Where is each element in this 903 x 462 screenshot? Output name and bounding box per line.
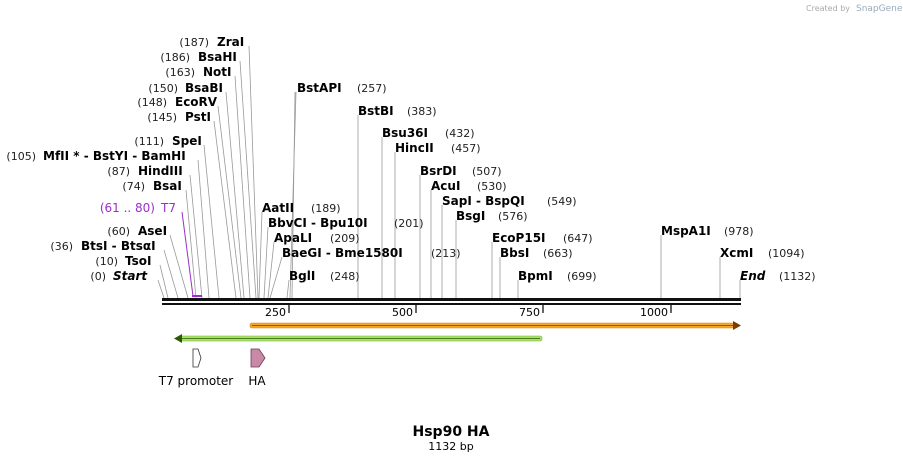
site-name[interactable]: AcuI bbox=[431, 179, 460, 193]
credit-prefix: Created by bbox=[806, 4, 850, 13]
orf-reverse-arrow[interactable] bbox=[174, 334, 543, 343]
site-pos: (1094) bbox=[768, 247, 805, 260]
site-pos: (111) bbox=[134, 135, 164, 148]
site-name[interactable]: PstI bbox=[185, 110, 211, 124]
site-name[interactable]: AatII bbox=[262, 201, 294, 215]
site-labels-left: (187) ZraI (186) BsaHI (163) NotI (150) … bbox=[6, 35, 244, 283]
scale-tick-label: 500 bbox=[392, 306, 413, 319]
site-pos: (148) bbox=[137, 96, 167, 109]
scale-tick-label: 250 bbox=[265, 306, 286, 319]
site-pos: (0) bbox=[90, 270, 106, 283]
site-name[interactable]: BstAPI bbox=[297, 81, 342, 95]
site-name[interactable]: XcmI bbox=[720, 246, 753, 260]
site-name[interactable]: MfII * - BstYI - BamHI bbox=[43, 149, 186, 163]
site-name[interactable]: HindIII bbox=[138, 164, 183, 178]
site-pos: (978) bbox=[724, 225, 754, 238]
feature-t7-promoter[interactable] bbox=[192, 348, 202, 368]
site-name[interactable]: HincII bbox=[395, 141, 434, 155]
site-pos: (209) bbox=[330, 232, 360, 245]
site-pos: (432) bbox=[445, 127, 475, 140]
site-name[interactable]: BsaI bbox=[153, 179, 182, 193]
site-pos: (549) bbox=[547, 195, 577, 208]
site-pos: (663) bbox=[543, 247, 573, 260]
primer-range: (61 .. 80) bbox=[100, 201, 155, 215]
site-pos: (383) bbox=[407, 105, 437, 118]
site-pos: (1132) bbox=[779, 270, 816, 283]
site-name[interactable]: SpeI bbox=[172, 134, 202, 148]
map-title: Hsp90 HA bbox=[413, 424, 490, 440]
site-pos: (145) bbox=[147, 111, 177, 124]
orf-forward-arrow[interactable] bbox=[249, 321, 741, 330]
site-pos: (10) bbox=[95, 255, 118, 268]
site-name[interactable]: MspA1I bbox=[661, 224, 711, 238]
site-pos: (507) bbox=[472, 165, 502, 178]
primer-leader bbox=[181, 211, 194, 297]
site-name[interactable]: BstBI bbox=[358, 104, 394, 118]
site-name[interactable]: BsaBI bbox=[185, 81, 223, 95]
sequence-length: 1132 bp bbox=[428, 440, 473, 453]
site-pos: (530) bbox=[477, 180, 507, 193]
site-pos: (150) bbox=[148, 82, 178, 95]
site-name[interactable]: Bsu36I bbox=[382, 126, 428, 140]
site-name[interactable]: SapI - BspQI bbox=[442, 194, 525, 208]
site-name[interactable]: TsoI bbox=[125, 254, 151, 268]
site-name[interactable]: ApaLI bbox=[274, 231, 312, 245]
site-pos: (201) bbox=[394, 217, 424, 230]
site-pos: (60) bbox=[107, 225, 130, 238]
credit-brand: SnapGene bbox=[856, 4, 903, 14]
site-name[interactable]: BaeGI - Bme1580I bbox=[282, 246, 403, 260]
site-name[interactable]: EcoP15I bbox=[492, 231, 546, 245]
scale-tick-label: 1000 bbox=[640, 306, 668, 319]
primer-name[interactable]: T7 bbox=[160, 201, 176, 215]
site-pos: (647) bbox=[563, 232, 593, 245]
site-name[interactable]: ZraI bbox=[217, 35, 244, 49]
site-name[interactable]: BsaHI bbox=[198, 50, 237, 64]
sequence-backbone bbox=[162, 298, 741, 305]
site-pos: (36) bbox=[50, 240, 73, 253]
site-pos: (257) bbox=[357, 82, 387, 95]
site-name[interactable]: BsgI bbox=[456, 209, 485, 223]
leader-lines bbox=[157, 45, 741, 299]
start-label[interactable]: Start bbox=[113, 269, 148, 283]
site-pos: (105) bbox=[6, 150, 36, 163]
site-pos: (186) bbox=[160, 51, 190, 64]
scale: 250 500 750 1000 bbox=[265, 305, 672, 319]
site-pos: (213) bbox=[431, 247, 461, 260]
site-name[interactable]: BglI bbox=[289, 269, 315, 283]
site-name[interactable]: BtsI - BtsαI bbox=[81, 239, 156, 253]
site-name[interactable]: BsrDI bbox=[420, 164, 457, 178]
site-pos: (576) bbox=[498, 210, 528, 223]
site-name[interactable]: NotI bbox=[203, 65, 232, 79]
site-pos: (457) bbox=[451, 142, 481, 155]
site-pos: (248) bbox=[330, 270, 360, 283]
site-name[interactable]: AseI bbox=[138, 224, 167, 238]
site-name[interactable]: EcoRV bbox=[175, 95, 218, 109]
feature-label: HA bbox=[248, 374, 266, 388]
end-label[interactable]: End bbox=[740, 269, 766, 283]
site-pos: (74) bbox=[122, 180, 145, 193]
site-name[interactable]: BpmI bbox=[518, 269, 553, 283]
feature-ha[interactable] bbox=[250, 348, 266, 368]
site-pos: (87) bbox=[107, 165, 130, 178]
site-pos: (699) bbox=[567, 270, 597, 283]
scale-tick-label: 750 bbox=[519, 306, 540, 319]
site-pos: (187) bbox=[179, 36, 209, 49]
site-name[interactable]: BbvCI - Bpu10I bbox=[268, 216, 368, 230]
site-pos: (163) bbox=[165, 66, 195, 79]
site-labels-right: BstAPI (257) BstBI (383) Bsu36I (432) Hi… bbox=[262, 81, 816, 283]
site-pos: (189) bbox=[311, 202, 341, 215]
site-name[interactable]: BbsI bbox=[500, 246, 529, 260]
feature-label: T7 promoter bbox=[158, 374, 234, 388]
